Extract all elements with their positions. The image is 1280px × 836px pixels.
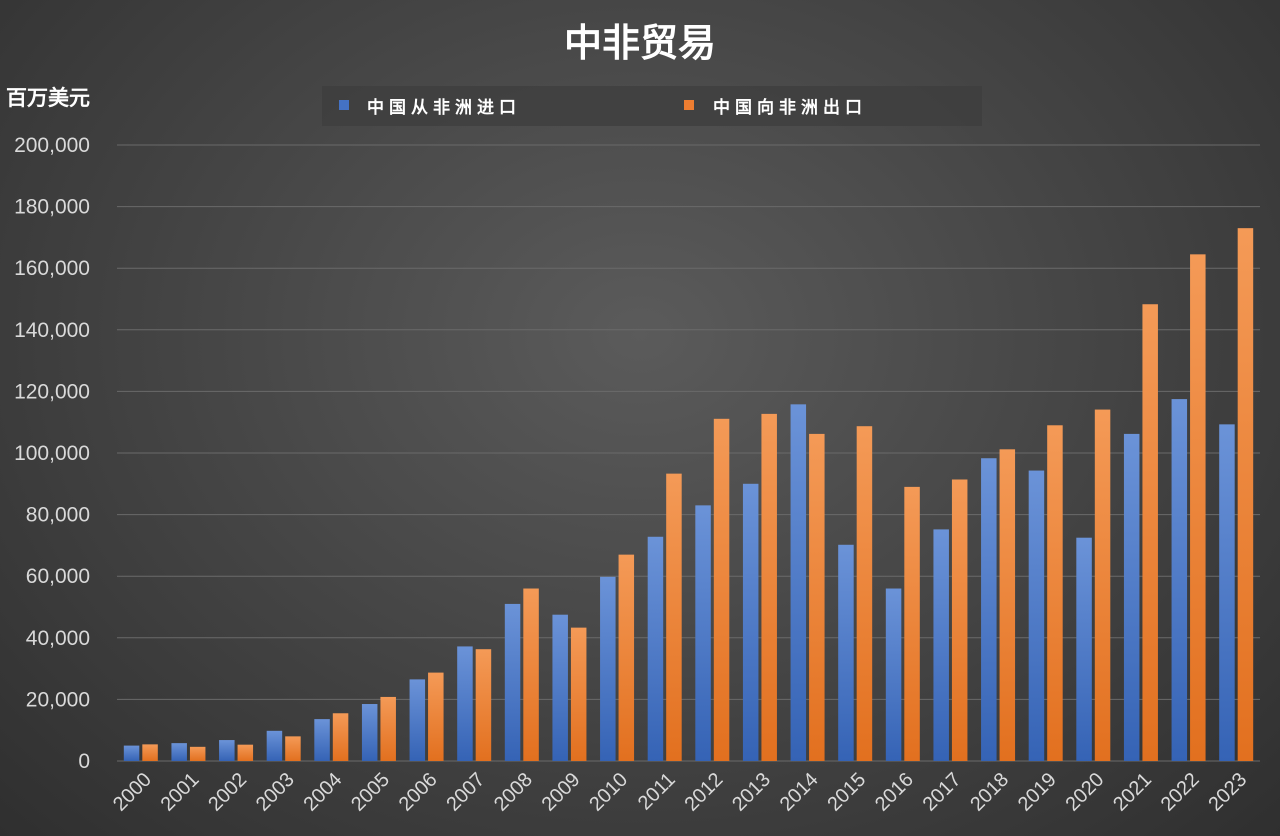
x-tick-label: 2006 (395, 769, 442, 816)
bar-imports-2007 (457, 646, 473, 761)
x-tick-label: 2007 (442, 769, 489, 816)
x-tick-label: 2019 (1014, 769, 1061, 816)
y-tick-label: 100,000 (14, 442, 90, 465)
x-tick-label: 2011 (634, 769, 680, 815)
bar-imports-2009 (552, 614, 568, 761)
bar-imports-2023 (1219, 424, 1235, 761)
y-tick-label: 140,000 (14, 319, 90, 342)
bar-imports-2014 (790, 404, 807, 761)
bar-exports-2015 (856, 426, 873, 761)
bar-exports-2023 (1237, 228, 1254, 761)
x-tick-label: 2010 (585, 769, 632, 816)
bar-imports-2005 (361, 704, 378, 761)
y-tick-label: 40,000 (26, 627, 90, 650)
bar-exports-2012 (713, 418, 730, 761)
y-tick-label: 60,000 (26, 565, 90, 588)
bar-exports-2009 (570, 627, 587, 761)
x-tick-label: 2015 (823, 769, 870, 816)
x-tick-label: 2000 (109, 769, 156, 816)
chart-title: 中非贸易 (564, 21, 716, 65)
x-tick-label: 2017 (919, 769, 966, 816)
legend-swatch-exports (684, 100, 694, 110)
y-tick-label: 80,000 (26, 504, 90, 527)
x-tick-label: 2021 (1109, 769, 1156, 816)
bar-imports-2004 (314, 719, 330, 761)
bar-exports-2013 (761, 413, 777, 761)
x-tick-label: 2012 (680, 769, 727, 816)
y-axis-ticks: 0 20,000 40,000 60,000 80,000 100,000 120,000 1… (14, 134, 90, 773)
x-tick-label: 2022 (1157, 769, 1204, 816)
x-tick-label: 2023 (1204, 769, 1251, 816)
bar-exports-2003 (285, 736, 301, 761)
gridlines (117, 144, 1260, 762)
y-tick-label: 0 (78, 750, 90, 773)
bar-imports-2000 (123, 745, 140, 761)
x-tick-label: 2002 (204, 769, 251, 816)
x-tick-label: 2008 (490, 769, 537, 816)
bars (123, 228, 1254, 761)
bar-imports-2017 (933, 529, 949, 761)
bar-exports-2000 (142, 744, 158, 761)
bar-exports-2011 (666, 473, 682, 761)
x-tick-label: 2018 (966, 769, 1013, 816)
bar-imports-2022 (1171, 399, 1188, 761)
bar-exports-2008 (523, 588, 539, 761)
bar-exports-2006 (428, 672, 444, 761)
x-tick-label: 2014 (776, 769, 823, 816)
legend-swatch-imports (339, 100, 349, 110)
bar-imports-2008 (504, 603, 521, 761)
legend-label-imports: 中国从非洲进口 (367, 97, 521, 118)
x-tick-label: 2020 (1061, 769, 1108, 816)
bar-imports-2015 (838, 544, 854, 761)
bar-exports-2021 (1142, 304, 1158, 761)
bar-exports-2001 (189, 746, 206, 761)
x-tick-label: 2003 (252, 769, 299, 816)
bar-exports-2007 (475, 649, 492, 761)
x-tick-label: 2009 (538, 769, 585, 816)
y-tick-label: 120,000 (14, 380, 90, 403)
legend-label-exports: 中国向非洲出口 (713, 97, 867, 118)
y-tick-label: 160,000 (14, 257, 90, 280)
bar-exports-2002 (237, 744, 254, 761)
bar-exports-2005 (380, 696, 396, 761)
bar-exports-2022 (1190, 254, 1206, 761)
bar-imports-2012 (695, 505, 711, 761)
bar-exports-2016 (904, 486, 920, 761)
bar-exports-2010 (618, 554, 635, 761)
bar-exports-2020 (1094, 409, 1111, 761)
y-axis-label: 百万美元 (6, 86, 90, 110)
x-axis-ticks: 2000 2001 2002 2003 2004 2005 2006 2007 2008 2009… (109, 769, 1251, 816)
x-tick-label: 2004 (299, 769, 346, 816)
bar-imports-2002 (219, 740, 235, 761)
bar-imports-2001 (171, 743, 187, 761)
bar-imports-2021 (1123, 433, 1140, 761)
x-tick-label: 2016 (871, 769, 918, 816)
bar-imports-2018 (981, 458, 997, 761)
x-tick-label: 2005 (347, 769, 394, 816)
y-tick-label: 200,000 (14, 134, 90, 157)
bar-imports-2006 (409, 679, 426, 761)
x-tick-label: 2001 (157, 769, 204, 816)
bar-exports-2019 (1047, 425, 1063, 761)
bar-exports-2004 (332, 713, 349, 761)
bar-exports-2014 (809, 433, 825, 761)
bar-imports-2003 (266, 730, 283, 761)
legend-background (322, 86, 982, 126)
bar-imports-2010 (600, 576, 616, 761)
bar-imports-2013 (742, 483, 759, 761)
bar-imports-2020 (1076, 537, 1092, 761)
bar-imports-2016 (885, 588, 902, 761)
bar-imports-2019 (1028, 470, 1045, 761)
legend: 中国从非洲进口 中国向非洲出口 (322, 86, 982, 126)
bar-exports-2018 (999, 449, 1016, 761)
y-tick-label: 20,000 (26, 688, 90, 711)
y-tick-label: 180,000 (14, 196, 90, 219)
x-tick-label: 2013 (728, 769, 775, 816)
bar-imports-2011 (647, 536, 664, 761)
bar-exports-2017 (951, 479, 968, 761)
